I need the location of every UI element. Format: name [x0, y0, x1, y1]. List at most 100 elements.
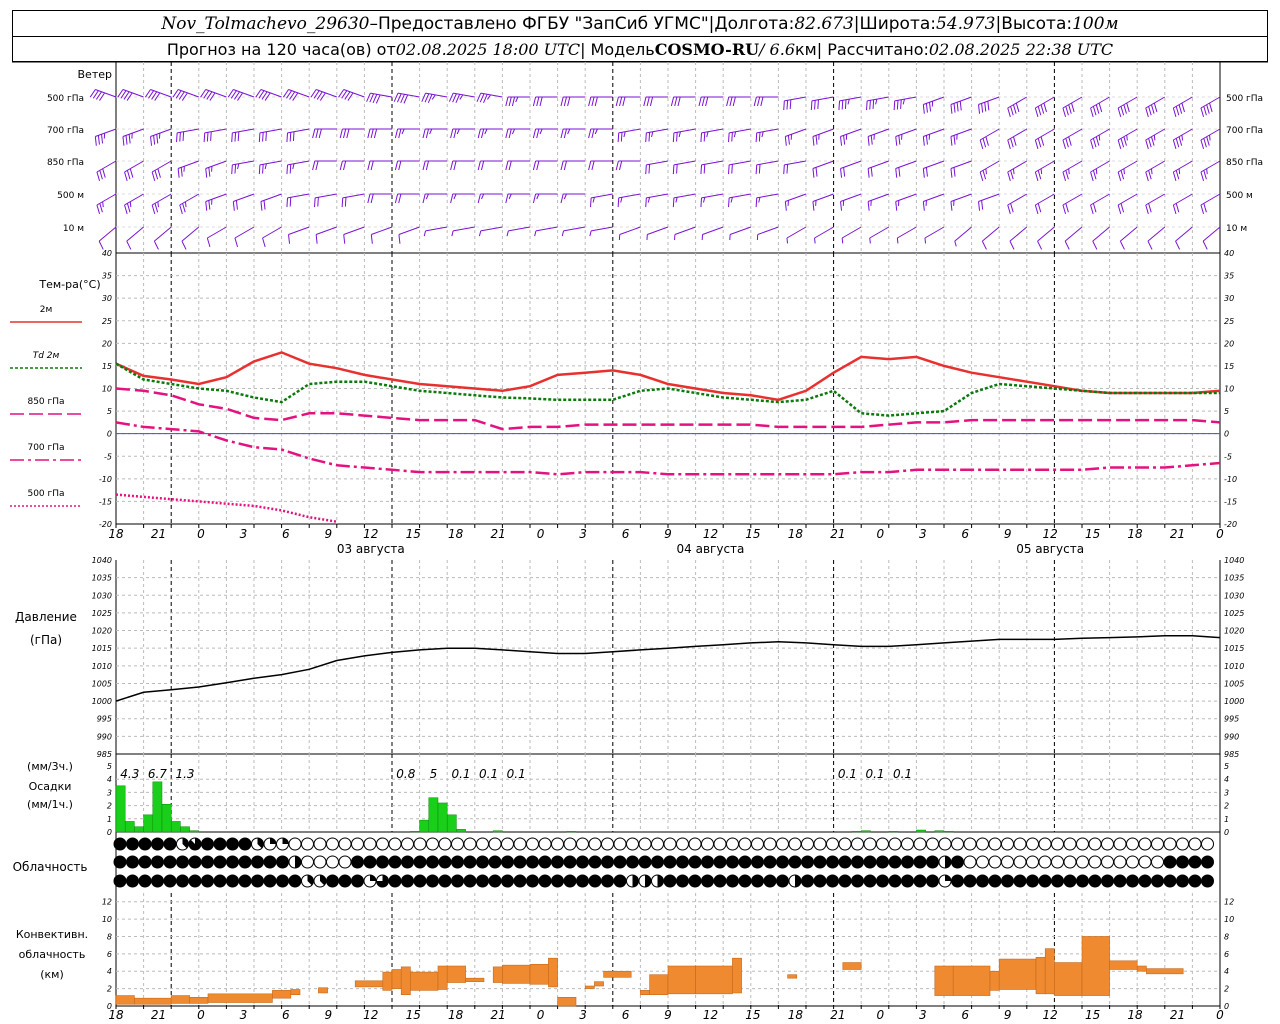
wind-barb-staff	[756, 128, 779, 134]
time-axis-top-tick-21: 9	[1004, 527, 1012, 541]
wind-barb-feather	[869, 237, 871, 244]
wind-barb-4-4	[206, 226, 227, 248]
wind-barb-staff	[839, 96, 862, 102]
cloud-circle-outline	[551, 874, 564, 888]
cloud-circle-middle-30	[488, 855, 502, 869]
wind-barb-staff	[618, 193, 641, 199]
wind-barb-feather	[124, 204, 128, 215]
wind-barb-feather	[1034, 204, 1039, 215]
cloud-circle-outline	[138, 874, 152, 888]
temp-series-3	[115, 421, 1221, 476]
wind-barb-feather	[157, 168, 161, 178]
wind-barb-feather	[536, 160, 540, 171]
wind-barb-feather	[867, 136, 870, 146]
wind-barb-staff	[288, 226, 310, 235]
cloud-circle-low-80	[1113, 874, 1127, 888]
wind-barb-staff	[1035, 96, 1055, 109]
cloud-circle-outline	[1113, 855, 1127, 869]
cloud-circle-low-85	[1176, 874, 1189, 888]
wind-barb-4-24	[756, 226, 779, 241]
wind-barb-feather	[1150, 104, 1155, 114]
alt-label: Высота:	[1001, 13, 1073, 34]
wind-barb-feather	[1120, 138, 1125, 148]
wind-barb-feather	[953, 167, 956, 177]
wind-barb-staff	[1090, 128, 1110, 141]
conv-bar-34	[998, 958, 1037, 990]
wind-barb-0-13	[448, 92, 475, 104]
wind-barb-4-14	[478, 226, 503, 237]
wind-barb-3-18	[590, 193, 613, 208]
wind-barb-staff	[646, 128, 669, 134]
temp-ytick-right-15: 15	[1224, 362, 1234, 371]
wind-barb-feather	[1010, 106, 1014, 116]
wind-barb-feather	[539, 128, 543, 135]
cloud-circle-high-77	[1076, 837, 1089, 851]
wind-barb-feather	[700, 197, 703, 208]
wind-barb-1-21	[672, 128, 696, 143]
cloud-circle-middle-42	[638, 855, 652, 869]
wind-barb-feather	[761, 131, 764, 138]
precip-bar-89	[934, 830, 945, 833]
cloud-circle-middle-15	[301, 855, 314, 869]
sep-2: |	[853, 13, 860, 34]
conv-bar-38	[1081, 936, 1110, 996]
wind-barb-2-21	[672, 160, 696, 175]
wind-barb-feather	[99, 92, 106, 101]
cloud-circle-low-58	[838, 874, 852, 888]
wind-barb-3-24	[755, 193, 779, 208]
cloud-circle-low-68	[963, 874, 977, 888]
cloud-circle-middle-60	[863, 855, 877, 869]
cloud-circle-outline	[438, 837, 452, 851]
cloud-circle-high-81	[1126, 837, 1139, 851]
wind-barb-feather	[1145, 139, 1149, 150]
wind-barb-feather	[262, 132, 264, 142]
wind-barb-feather	[981, 103, 984, 113]
wind-barb-feather	[505, 96, 509, 107]
wind-barb-staff	[1007, 128, 1028, 141]
wind-barb-feather	[1040, 136, 1045, 146]
wind-barb-feather	[1123, 168, 1125, 175]
cloud-circle-outline	[538, 855, 552, 869]
wind-barb-feather	[893, 100, 896, 111]
conv-bar-2	[170, 995, 190, 1004]
conv-bar-19	[548, 957, 558, 988]
cloud-circle-low-50	[738, 874, 752, 888]
cloud-circle-outline	[1026, 874, 1039, 888]
conv-bar-18	[529, 963, 549, 985]
wind-barb-feather	[588, 128, 592, 139]
time-axis-top-tick-1: 21	[151, 527, 166, 541]
wind-barb-4-40	[1202, 226, 1221, 250]
cloud-circle-low-70	[988, 874, 1002, 888]
cloud-circle-outline	[213, 874, 227, 888]
cloud-circle-high-31	[501, 837, 514, 851]
cloud-circle-outline	[351, 837, 364, 851]
wind-barb-staff	[784, 96, 807, 102]
cloud-circle-middle-87	[1201, 855, 1214, 869]
cloud-circle-middle-81	[1126, 855, 1139, 869]
cloud-circle-outline	[901, 837, 914, 851]
model-prefix: | Модель	[580, 39, 655, 59]
cloud-circle-middle-82	[1138, 855, 1152, 869]
wind-barb-feather	[925, 167, 928, 177]
wind-barb-feather	[230, 90, 237, 99]
cloud-circle-outline	[988, 837, 1002, 851]
wind-barb-feather	[96, 171, 101, 182]
cloud-circle-outline	[801, 837, 814, 851]
temp-ytick-left-30: 30	[102, 294, 112, 303]
cloud-circle-outline	[276, 874, 289, 888]
precip-bar-87	[916, 829, 926, 833]
wind-barb-feather	[448, 92, 454, 102]
wind-barb-feather	[620, 197, 623, 203]
wind-barb-staff	[535, 226, 558, 232]
wind-barb-feather	[264, 92, 271, 101]
wind-barb-staff	[673, 128, 696, 134]
wind-barb-feather	[1064, 240, 1070, 250]
wind-barb-feather	[367, 193, 371, 204]
cloud-circle-high-62	[888, 837, 902, 851]
wind-barb-staff	[619, 226, 641, 235]
temp-ytick-right-0: 0	[1224, 430, 1229, 439]
conv-ytick-right-2: 2	[1224, 985, 1229, 994]
conv-ytick-right-8: 8	[1224, 932, 1229, 941]
wind-barb-staff	[702, 226, 724, 235]
cloud-circle-high-51	[751, 837, 764, 851]
